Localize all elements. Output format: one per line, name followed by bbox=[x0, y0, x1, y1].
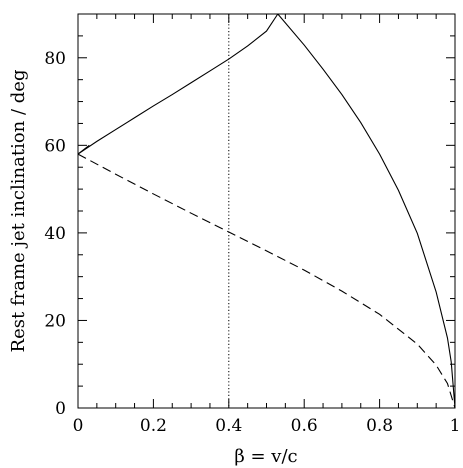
x-tick-label: 1 bbox=[450, 416, 461, 436]
y-tick-label: 20 bbox=[44, 311, 66, 331]
x-tick-label: 0 bbox=[73, 416, 84, 436]
y-tick-label: 40 bbox=[44, 224, 66, 244]
y-tick-labels: 0 20 40 60 80 bbox=[44, 49, 66, 419]
plot-frame bbox=[77, 13, 456, 409]
x-tick-label: 0.2 bbox=[140, 416, 167, 436]
x-tick-label: 0.8 bbox=[366, 416, 393, 436]
y-tick-label: 60 bbox=[44, 136, 66, 156]
series-line-solid bbox=[277, 13, 456, 409]
x-tick-label: 0.4 bbox=[215, 416, 242, 436]
series-line-dashed bbox=[77, 153, 456, 409]
series-group bbox=[77, 13, 456, 409]
x-tick-label: 0.6 bbox=[291, 416, 318, 436]
x-tick-labels: 0 0.2 0.4 0.6 0.8 1 bbox=[73, 416, 461, 436]
y-tick-label: 80 bbox=[44, 49, 66, 69]
ticks bbox=[77, 13, 456, 409]
y-axis-label: Rest frame jet inclination / deg bbox=[8, 70, 29, 353]
x-axis-label: β = v/c bbox=[234, 446, 297, 467]
y-tick-label: 0 bbox=[55, 399, 66, 419]
series-line-solid bbox=[77, 13, 279, 155]
series-line-solid bbox=[77, 144, 90, 155]
